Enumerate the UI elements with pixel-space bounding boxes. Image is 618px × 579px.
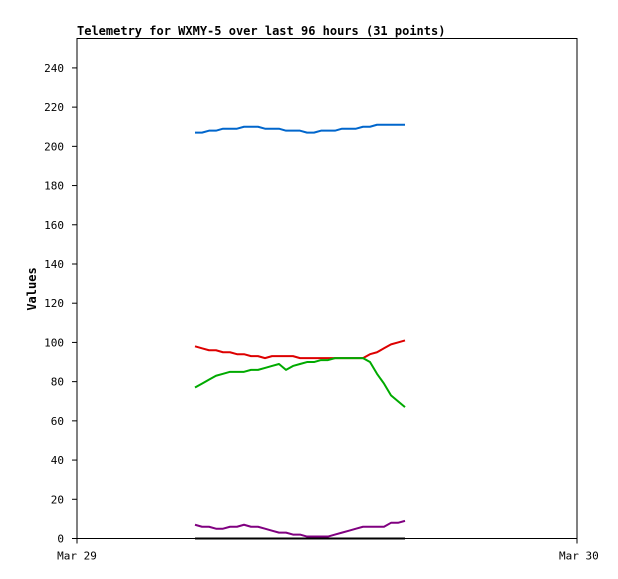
y-tick-label: 100 xyxy=(44,336,64,349)
y-tick-label: 80 xyxy=(51,376,64,389)
y-tick-label: 160 xyxy=(44,219,64,232)
y-tick-label: 240 xyxy=(44,62,64,75)
y-tick-label: 180 xyxy=(44,180,64,193)
y-tick-label: 140 xyxy=(44,258,64,271)
x-axis: Mar 29 Mar 30 xyxy=(57,538,599,563)
x-tick-label: Mar 30 xyxy=(559,550,599,563)
y-axis: 0 20 40 60 80 100 120 140 160 180 200 220 240 xyxy=(44,62,77,546)
y-tick-label: 220 xyxy=(44,101,64,114)
chart-title: Telemetry for WXMY-5 over last 96 hours … xyxy=(77,24,445,38)
y-tick-label: 0 xyxy=(57,533,64,546)
y-tick-label: 200 xyxy=(44,140,64,153)
x-tick-label: Mar 29 xyxy=(57,550,97,563)
series-lines xyxy=(194,123,406,540)
y-tick-label: 60 xyxy=(51,415,64,428)
y-tick-label: 120 xyxy=(44,297,64,310)
plot-area-frame xyxy=(76,38,578,539)
series-line-2 xyxy=(194,339,406,360)
series-line-1 xyxy=(195,123,405,134)
y-tick-label: 20 xyxy=(51,493,64,506)
series-line-4 xyxy=(194,519,406,538)
series-line-3 xyxy=(194,357,406,408)
y-axis-label: Values xyxy=(25,267,39,310)
y-tick-label: 40 xyxy=(51,454,64,467)
